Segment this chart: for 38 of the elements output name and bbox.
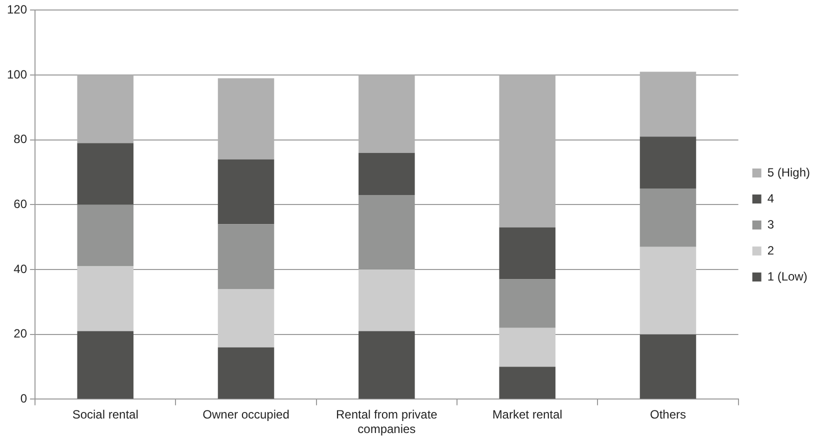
legend-label: 2 [767, 243, 774, 258]
y-tick-label: 80 [14, 132, 28, 146]
bar [218, 347, 274, 399]
legend-label: 1 (Low) [767, 269, 808, 284]
y-tick-label: 40 [14, 262, 28, 276]
y-tick-label: 0 [20, 392, 28, 406]
bar [77, 143, 134, 205]
y-tick-label: 120 [6, 2, 28, 17]
bar [499, 366, 556, 399]
legend-label: 4 [767, 191, 774, 206]
bar [499, 328, 556, 367]
bar [358, 75, 415, 153]
y-tick-label: 100 [6, 67, 28, 82]
bar [77, 331, 134, 399]
bar [640, 72, 696, 137]
x-tick-label: Owner occupied [202, 408, 290, 422]
legend-label: 3 [767, 217, 774, 232]
bar [640, 136, 696, 188]
bar [77, 266, 134, 332]
bar [218, 159, 274, 224]
bar [77, 75, 134, 144]
y-tick-label: 60 [14, 197, 28, 212]
bar [358, 270, 415, 332]
x-tick-label: Rental from private companies [336, 408, 438, 436]
bar [499, 227, 556, 280]
bar [499, 75, 556, 228]
bar [218, 78, 274, 160]
bar [358, 331, 415, 399]
bar [640, 246, 696, 334]
legend-label: 5 (High) [767, 165, 810, 180]
bar [218, 288, 274, 348]
x-tick-label: Social rental [72, 408, 138, 422]
x-tick-label: Others [650, 408, 686, 422]
x-tick-label: Market rental [492, 408, 562, 422]
y-tick-label: 20 [14, 326, 28, 341]
bar [358, 152, 415, 195]
bar [640, 334, 696, 399]
bar [499, 279, 556, 328]
